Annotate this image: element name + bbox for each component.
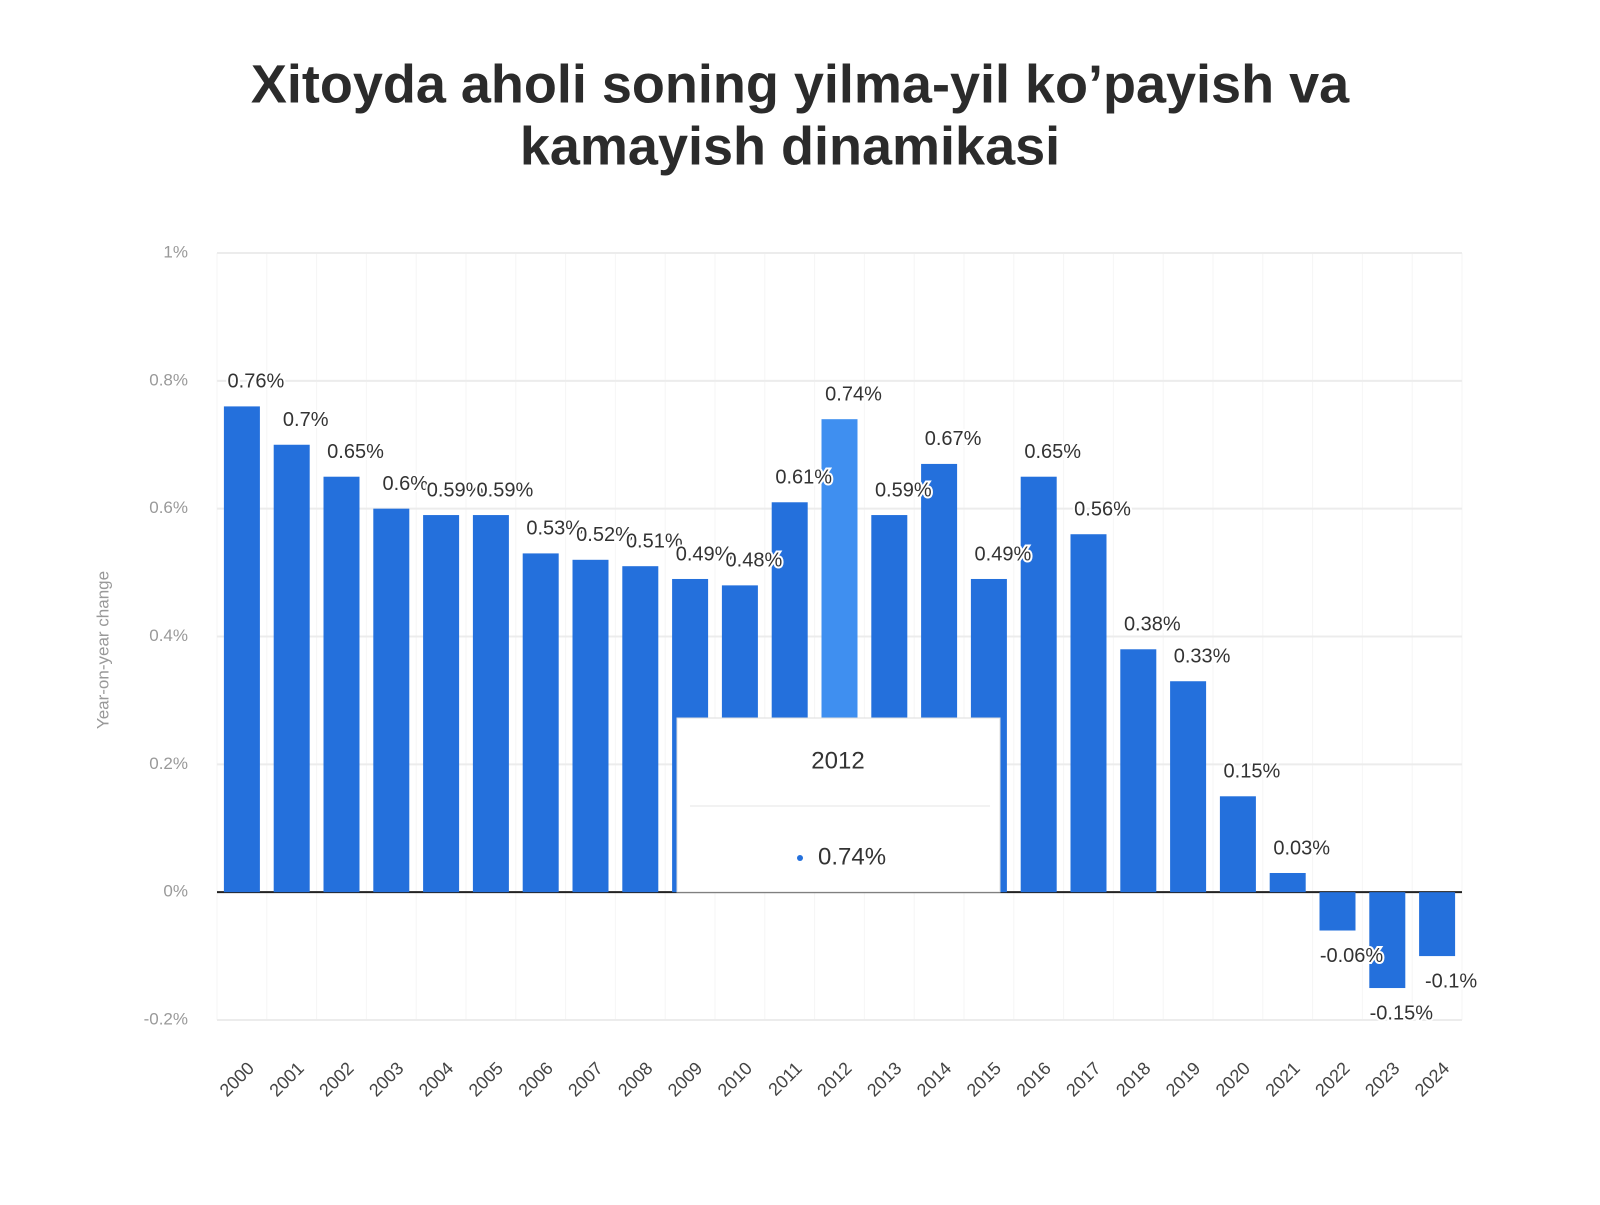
- x-tick-label: 2016: [1012, 1058, 1054, 1100]
- chart-title-line: Xitoyda aholi soning yilma-yil ko’payish…: [251, 54, 1350, 114]
- x-tick-label: 2014: [913, 1058, 955, 1100]
- y-tick-label: 1%: [163, 242, 188, 261]
- bar: [1120, 649, 1157, 893]
- y-axis-label: Year-on-year change: [93, 571, 112, 729]
- data-label: 0.15%: [1224, 761, 1281, 783]
- x-tick-label: 2019: [1162, 1058, 1204, 1100]
- data-label: 0.51%: [626, 530, 683, 552]
- data-label: 0.48%: [726, 550, 783, 572]
- bar: [1319, 892, 1356, 931]
- data-label: 0.49%: [676, 543, 733, 565]
- tooltip-box: [676, 717, 1001, 893]
- data-label: 0.49%: [975, 543, 1032, 565]
- data-label: -0.1%: [1425, 970, 1477, 992]
- bar: [1419, 892, 1456, 957]
- x-tick-label: 2009: [664, 1058, 706, 1100]
- x-tick-label: 2007: [564, 1058, 606, 1100]
- bar: [1070, 534, 1107, 893]
- data-label: 0.76%: [228, 371, 285, 393]
- y-tick-label: -0.2%: [144, 1009, 188, 1028]
- tooltip-dot: [797, 855, 803, 861]
- x-tick-label: 2021: [1261, 1058, 1303, 1100]
- bar: [522, 553, 559, 893]
- x-tick-label: 2018: [1112, 1058, 1154, 1100]
- data-label: 0.59%: [477, 479, 534, 501]
- x-tick-label: 2000: [216, 1058, 258, 1100]
- bar: [1170, 681, 1207, 893]
- y-tick-label: 0%: [163, 882, 188, 901]
- y-tick-label: 0.8%: [149, 370, 188, 389]
- x-tick-label: 2017: [1062, 1058, 1104, 1100]
- y-tick-label: 0.2%: [149, 754, 188, 773]
- x-tick-label: 2001: [265, 1058, 307, 1100]
- bar: [223, 406, 260, 893]
- x-tick-label: 2022: [1311, 1058, 1353, 1100]
- bar: [273, 444, 310, 893]
- x-tick-label: 2003: [365, 1058, 407, 1100]
- x-tick-label: 2024: [1411, 1058, 1453, 1100]
- data-label: 0.38%: [1124, 614, 1181, 636]
- data-label: 0.03%: [1273, 837, 1330, 859]
- bar: [373, 508, 410, 893]
- bar: [323, 476, 360, 893]
- data-label: 0.67%: [925, 428, 982, 450]
- data-label: 0.59%: [875, 479, 932, 501]
- bar: [572, 559, 609, 893]
- data-label: 0.7%: [283, 409, 329, 431]
- bar: [622, 566, 659, 893]
- x-tick-label: 2012: [813, 1058, 855, 1100]
- data-label: -0.15%: [1370, 1002, 1434, 1024]
- data-label: 0.59%: [427, 479, 484, 501]
- data-label: 0.56%: [1074, 499, 1131, 521]
- data-label: 0.52%: [576, 524, 633, 546]
- bar: [1219, 796, 1256, 893]
- x-tick-label: 2010: [714, 1058, 756, 1100]
- x-tick-label: 2002: [315, 1058, 357, 1100]
- y-tick-label: 0.6%: [149, 498, 188, 517]
- tooltip-value: 0.74%: [818, 843, 886, 870]
- data-label: 0.61%: [775, 467, 832, 489]
- bar: [472, 515, 509, 893]
- chart-title-line: kamayish dinamikasi: [520, 116, 1060, 176]
- data-label: 0.74%: [825, 383, 882, 405]
- x-tick-label: 2004: [415, 1058, 457, 1100]
- x-tick-label: 2005: [465, 1058, 507, 1100]
- data-label: 0.65%: [1024, 441, 1081, 463]
- x-tick-label: 2020: [1212, 1058, 1254, 1100]
- bar: [423, 515, 460, 893]
- x-tick-label: 2011: [764, 1058, 806, 1100]
- bar: [1269, 872, 1306, 893]
- x-tick-label: 2013: [863, 1058, 905, 1100]
- tooltip-title: 2012: [811, 747, 864, 774]
- data-label: 0.53%: [526, 518, 583, 540]
- bar: [1369, 892, 1406, 989]
- bar: [1020, 476, 1057, 893]
- data-label: 0.33%: [1174, 646, 1231, 668]
- data-label: 0.65%: [327, 441, 384, 463]
- y-tick-label: 0.4%: [149, 626, 188, 645]
- x-tick-label: 2023: [1361, 1058, 1403, 1100]
- data-label: -0.06%: [1320, 945, 1384, 967]
- data-label: 0.6%: [383, 473, 429, 495]
- x-tick-label: 2008: [614, 1058, 656, 1100]
- x-tick-label: 2015: [963, 1058, 1005, 1100]
- x-tick-label: 2006: [514, 1058, 556, 1100]
